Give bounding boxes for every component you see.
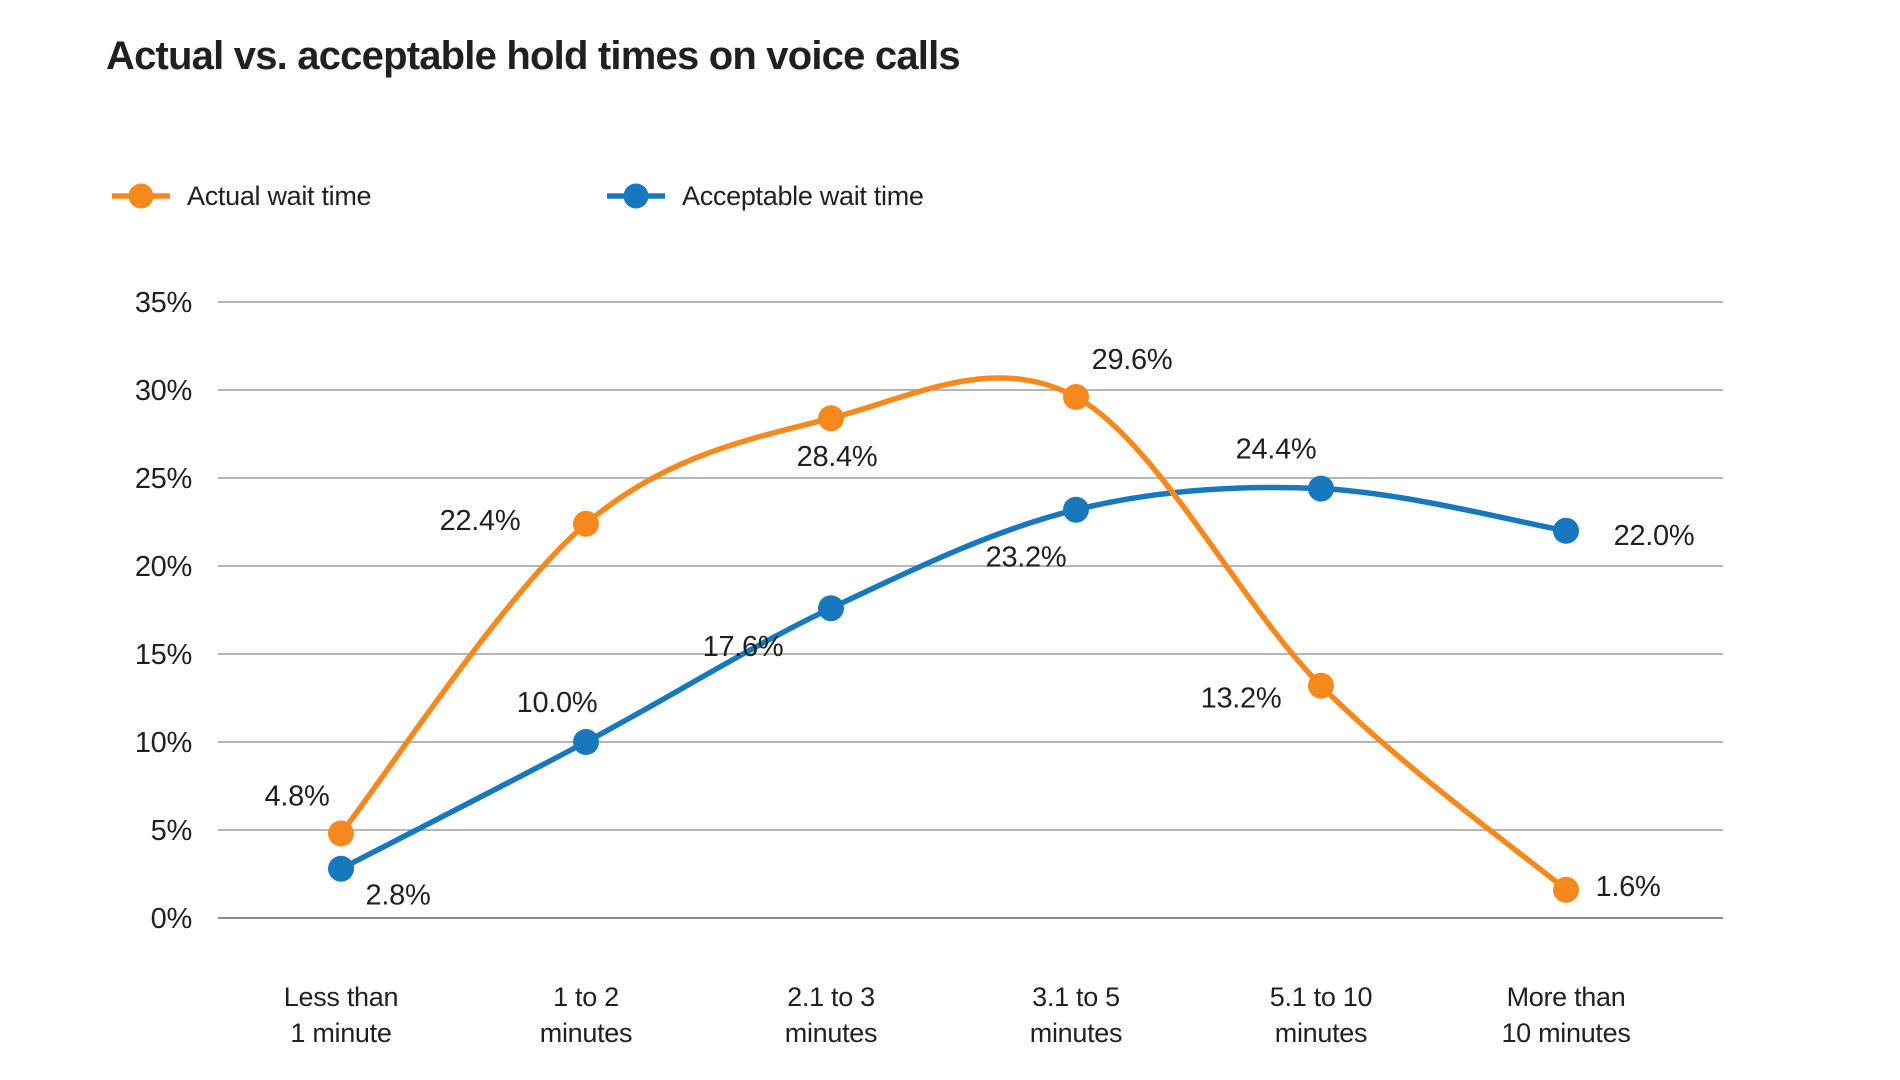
x-tick-label-1: Less than 1 minute — [284, 982, 398, 1048]
y-tick-label-5%: 5% — [151, 815, 192, 847]
data-label-acceptable-5: 24.4% — [1236, 434, 1317, 466]
data-label-actual-1: 4.8% — [265, 781, 330, 813]
legend-marker-actual-icon — [112, 183, 170, 209]
data-point-actual-2 — [573, 510, 599, 537]
y-tick-label-0%: 0% — [151, 903, 192, 935]
data-point-acceptable-4 — [1063, 496, 1089, 523]
x-tick-label-6: More than 10 minutes — [1501, 982, 1630, 1048]
y-tick-label-30%: 30% — [135, 375, 192, 407]
data-label-acceptable-4: 23.2% — [986, 542, 1067, 574]
data-label-acceptable-6: 22.0% — [1614, 520, 1695, 552]
legend-label-acceptable: Acceptable wait time — [682, 180, 924, 211]
data-point-acceptable-1 — [328, 855, 354, 882]
legend-item-acceptable: Acceptable wait time — [607, 181, 924, 211]
data-label-acceptable-1: 2.8% — [366, 880, 431, 912]
data-point-actual-6 — [1553, 876, 1579, 903]
chart-title: Actual vs. acceptable hold times on voic… — [106, 34, 961, 78]
y-tick-label-10%: 10% — [135, 727, 192, 759]
legend-label-actual: Actual wait time — [187, 180, 372, 211]
data-point-acceptable-3 — [818, 595, 844, 622]
legend-item-actual: Actual wait time — [112, 180, 372, 211]
data-label-acceptable-2: 10.0% — [517, 687, 598, 719]
series-line-acceptable — [338, 484, 1569, 872]
legend-marker-acceptable-icon — [607, 183, 665, 209]
data-label-actual-3: 28.4% — [797, 441, 878, 473]
data-point-actual-1 — [328, 820, 354, 847]
data-label-actual-6: 1.6% — [1596, 871, 1661, 903]
data-point-actual-3 — [818, 405, 844, 432]
data-point-actual-5 — [1308, 672, 1334, 699]
data-point-acceptable-5 — [1308, 475, 1334, 502]
y-tick-label-35%: 35% — [135, 287, 192, 319]
data-label-actual-5: 13.2% — [1201, 683, 1282, 715]
y-tick-label-15%: 15% — [135, 639, 192, 671]
data-label-actual-2: 22.4% — [440, 505, 521, 537]
data-point-acceptable-6 — [1553, 517, 1579, 544]
x-tick-label-4: 3.1 to 5 minutes — [1030, 982, 1122, 1048]
y-tick-label-25%: 25% — [135, 463, 192, 495]
x-tick-label-5: 5.1 to 10 minutes — [1270, 982, 1372, 1048]
data-label-actual-4: 29.6% — [1092, 344, 1173, 376]
data-point-acceptable-2 — [573, 729, 599, 755]
data-point-actual-4 — [1063, 384, 1089, 410]
data-label-acceptable-3: 17.6% — [703, 631, 784, 663]
y-tick-label-20%: 20% — [135, 551, 192, 583]
x-tick-label-3: 2.1 to 3 minutes — [785, 982, 877, 1048]
x-tick-label-2: 1 to 2 minutes — [540, 982, 632, 1048]
series-line-actual — [338, 375, 1569, 893]
